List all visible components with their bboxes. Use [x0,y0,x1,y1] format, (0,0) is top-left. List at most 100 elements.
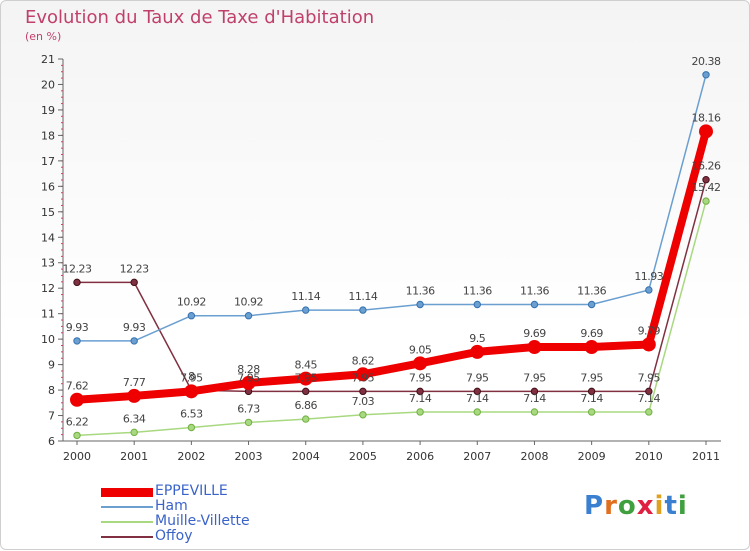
data-point [70,392,84,407]
proxiti-logo: Proxiti [584,491,688,521]
series-line [76,130,710,404]
data-label: 9.5 [469,332,485,345]
data-label: 6.22 [66,415,89,428]
legend-label: EPPEVILLE [155,483,228,499]
y-tick-label: 17 [41,155,55,168]
data-point [355,367,370,382]
data-point [184,384,199,399]
data-label: 9.05 [409,343,432,356]
legend-swatch [101,506,153,508]
data-point [413,356,428,371]
data-point [645,387,653,396]
data-label: 9.69 [580,327,603,340]
y-tick-label: 19 [41,104,55,117]
series-line [76,200,707,437]
data-point [702,197,710,205]
series-line [77,179,707,393]
x-tick-label: 2001 [120,450,148,463]
data-label: 11.36 [520,284,549,297]
legend-swatch [101,521,153,523]
y-tick-label: 7 [48,410,55,423]
data-label: 12.23 [120,262,149,275]
data-point [587,300,596,309]
y-tick-label: 18 [41,129,55,142]
legend-label: Ham [155,498,188,514]
data-point [127,388,142,403]
data-label: 11.14 [348,290,377,303]
y-tick-label: 11 [41,308,55,321]
data-point [73,278,81,287]
data-point [244,418,253,427]
data-point [641,337,656,352]
data-label: 7.95 [523,371,546,384]
x-tick-label: 2009 [578,450,606,463]
data-label: 7.95 [237,371,260,384]
data-label: 9.79 [638,324,661,337]
data-label: 7.95 [352,371,375,384]
y-tick-label: 16 [41,180,55,193]
data-point [187,423,196,432]
data-label: 7.95 [466,371,489,384]
axes: 6 7 8 9 10 11 12 13 14 15 16 17 18 19 20 21 2000 2001 2002… [41,53,721,463]
data-label: 7.95 [638,371,661,384]
logo-letter: P [584,491,605,521]
data-point [130,428,138,437]
data-point [302,387,310,396]
series-lines [76,74,710,437]
data-point [645,286,653,294]
logo-letter: i [654,491,665,521]
data-point [470,344,485,359]
data-point [244,312,253,320]
x-tick-label: 2010 [635,450,663,463]
logo-letter: x [636,491,655,521]
data-point [130,337,138,345]
data-point [359,387,367,396]
x-tick-label: 2011 [692,450,720,463]
data-label: 11.14 [291,290,320,303]
data-label: 11.36 [577,284,606,297]
data-label: 11.93 [634,270,663,283]
data-label: 20.38 [692,55,721,68]
data-label: 8 [188,370,195,383]
data-label: 11.36 [463,284,492,297]
logo-letter: i [677,491,688,521]
data-point [298,371,313,386]
x-tick-label: 2002 [177,450,205,463]
data-point [702,176,710,184]
x-tick-label: 2003 [235,450,263,463]
data-label: 7.95 [409,371,432,384]
legend-swatch [101,487,153,497]
data-label: 10.92 [234,296,263,309]
data-point [699,124,713,139]
y-tick-label: 13 [41,257,55,270]
chart-unit-label: (en %) [25,30,62,43]
data-label: 8.62 [352,354,375,367]
logo-letter: t [664,491,678,521]
y-tick-label: 6 [48,435,55,448]
series-points [70,71,713,440]
x-tick-label: 2008 [520,450,548,463]
data-labels: 12.23 12.238 7.95 7.95 7.95 7.95 7.95 7.95 7.95 7… [63,55,722,429]
data-label: 7.95 [294,371,317,384]
x-tick-label: 2007 [463,450,491,463]
legend-label: Muille-Villette [155,513,250,529]
data-label: 7.14 [638,392,661,405]
data-point [645,408,653,416]
data-point [473,387,481,396]
data-label: 6.86 [294,399,317,412]
x-tick-label: 2004 [292,450,320,463]
data-label: 15.42 [692,181,721,194]
data-point [527,340,542,355]
data-point [359,306,367,314]
data-point [416,300,424,309]
x-tick-label: 2000 [63,450,91,463]
data-label: 7.95 [180,371,203,384]
data-label: 7.14 [523,392,546,405]
data-label: 7.14 [466,392,489,405]
data-label: 6.73 [237,402,260,415]
data-label: 7.14 [580,392,603,405]
data-label: 9.93 [123,321,146,334]
data-point [584,340,599,355]
data-label: 11.36 [406,284,435,297]
